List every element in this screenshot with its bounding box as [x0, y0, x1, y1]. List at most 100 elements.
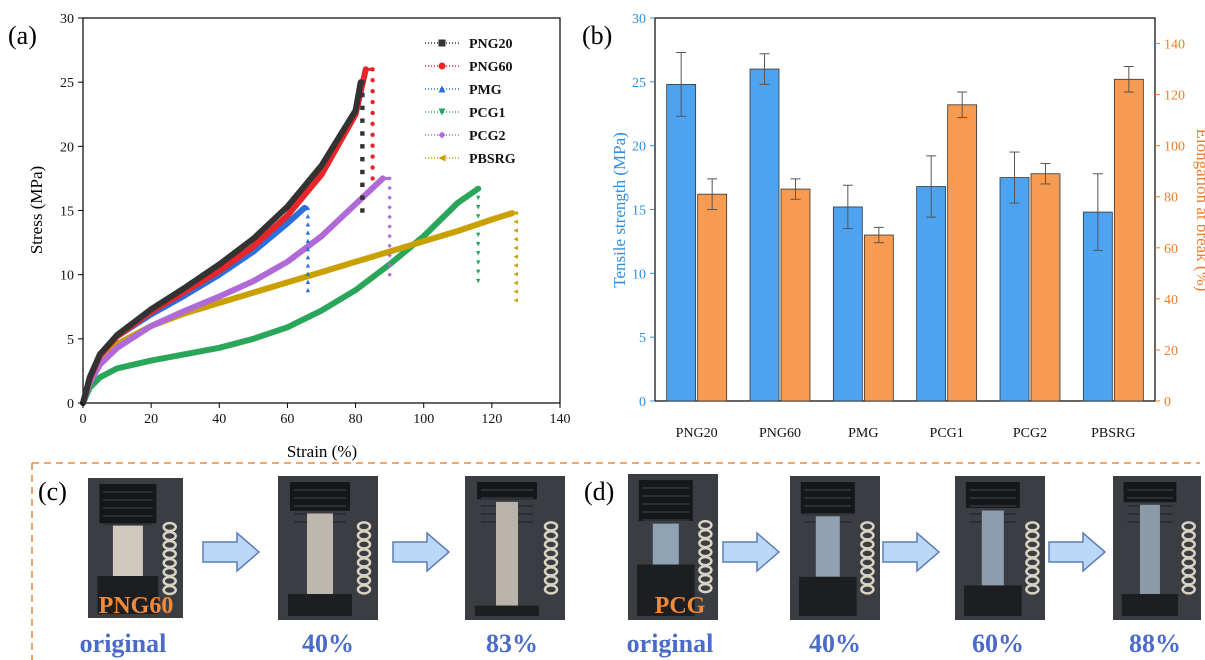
fracture-point: [513, 263, 518, 268]
legend-marker: [438, 39, 446, 47]
fracture-point: [387, 195, 392, 200]
x-tick-label: 140: [550, 412, 571, 427]
fracture-point: [476, 204, 481, 210]
photo-caption-40-d: 40%: [809, 629, 861, 658]
fracture-point: [360, 131, 365, 136]
y-tick-label-left: 20: [632, 140, 646, 155]
bar-tensile-strength: [832, 206, 863, 402]
fracture-point: [305, 246, 311, 252]
y-tick-label-left: 5: [639, 331, 646, 346]
specimen-photo: [278, 476, 378, 620]
lower-grip: [475, 605, 539, 616]
x-tick-label: 60: [280, 412, 294, 427]
x-tick-label: 80: [349, 412, 363, 427]
specimen-strip: [496, 501, 518, 606]
specimen-strip: [1139, 504, 1160, 595]
series-pbsrg: [80, 210, 518, 406]
fracture-point: [305, 230, 311, 235]
fracture-point: [476, 269, 481, 275]
panel-label-d: (d): [584, 477, 614, 506]
y-tick-label: 30: [60, 12, 74, 27]
panel-b-bar-chart: (b) 0 5 10 15 20 25 30 0 20 40 60 80 100 120 140 PNG20 P…: [582, 12, 1205, 441]
fracture-point: [370, 88, 375, 94]
y-axis-title-b-left: Tensile strength (MPa): [610, 132, 629, 288]
fracture-point: [513, 237, 518, 242]
specimen-photo: [790, 476, 880, 620]
specimen-strip: [815, 516, 840, 577]
series-line-pbsrg: [80, 210, 516, 406]
x-category-label: PCG1: [930, 426, 964, 441]
y-tick-label: 10: [60, 269, 74, 284]
bar-tensile-strength: [749, 68, 780, 402]
fracture-point: [305, 263, 311, 268]
legend-a: PNG20 PNG60 PMG PCG1 PCG2 PBSRG: [425, 37, 516, 167]
specimen-photo: [628, 474, 718, 620]
cable-coil: [356, 584, 372, 595]
y-tick-label: 20: [60, 140, 74, 155]
fracture-point: [370, 154, 375, 159]
y-tick-label-right: 20: [1164, 344, 1178, 359]
fracture-point: [370, 176, 375, 181]
y-tick-label-left: 30: [632, 12, 646, 27]
lower-grip: [288, 594, 352, 616]
legend-entry-pbsrg: PBSRG: [425, 152, 516, 167]
lower-grip: [637, 564, 695, 616]
legend-label: PNG60: [469, 60, 513, 75]
legend-label: PMG: [469, 83, 502, 98]
legend-label: PCG2: [469, 129, 506, 144]
legend-marker: [438, 131, 446, 139]
fracture-point: [476, 278, 481, 284]
fracture-point: [360, 118, 365, 123]
upper-grip: [99, 484, 157, 524]
fracture-point: [305, 255, 311, 260]
fracture-point: [360, 182, 365, 188]
panel-label-a: (a): [8, 21, 37, 50]
sequence-arrow: [722, 531, 781, 573]
cable-coil: [543, 584, 559, 595]
fracture-point: [476, 260, 481, 265]
y-tick-label-right: 60: [1164, 242, 1178, 257]
fracture-point: [360, 169, 365, 175]
x-axis-title-a: Strain (%): [287, 442, 357, 461]
fracture-point: [305, 279, 311, 285]
series-line-pcg2: [80, 175, 386, 406]
photo-caption-40-c: 40%: [302, 629, 354, 658]
y-tick-label-right: 140: [1164, 38, 1185, 53]
x-tick-label: 20: [144, 412, 158, 427]
series-line-png20: [80, 79, 364, 406]
bar-group-pcg1: [916, 91, 978, 402]
photo-caption-60-d: 60%: [972, 629, 1024, 658]
bar-tensile-strength: [916, 186, 947, 402]
fracture-point: [305, 238, 311, 243]
plot-frame-b: [654, 17, 1156, 402]
legend-marker: [438, 85, 446, 93]
fracture-point: [360, 92, 365, 98]
y-tick-label-right: 100: [1164, 140, 1185, 155]
y-tick-label-left: 10: [632, 267, 646, 282]
fracture-point: [370, 99, 375, 105]
lower-grip: [799, 576, 857, 616]
bar-elongation-at-break: [1113, 78, 1144, 402]
y-tick-label: 25: [60, 76, 74, 91]
fracture-point: [360, 195, 365, 200]
x-tick-label: 40: [212, 412, 226, 427]
fracture-point: [476, 232, 481, 238]
x-category-label: PNG60: [759, 426, 801, 441]
fracture-point: [476, 186, 481, 191]
legend-label: PCG1: [469, 106, 506, 121]
y-tick-label: 15: [60, 205, 74, 220]
photo-caption-original-c: original: [80, 629, 167, 658]
y-tick-label-left: 0: [639, 395, 646, 410]
axis-ticks-b: 0 5 10 15 20 25 30 0 20 40 60 80 100 120 140 PNG20 PNG60…: [632, 12, 1185, 441]
fracture-point: [513, 298, 518, 303]
y-tick-label-left: 25: [632, 76, 646, 91]
fracture-point: [513, 271, 518, 277]
fracture-point: [370, 132, 375, 137]
fracture-point: [305, 271, 311, 276]
bar-elongation-at-break: [1030, 173, 1061, 402]
fracture-point: [305, 213, 311, 219]
legend-entry-pmg: PMG: [425, 83, 502, 98]
bar-group-png60: [749, 53, 811, 402]
plot-frame-a: [82, 17, 561, 404]
x-category-label: PNG20: [676, 426, 718, 441]
